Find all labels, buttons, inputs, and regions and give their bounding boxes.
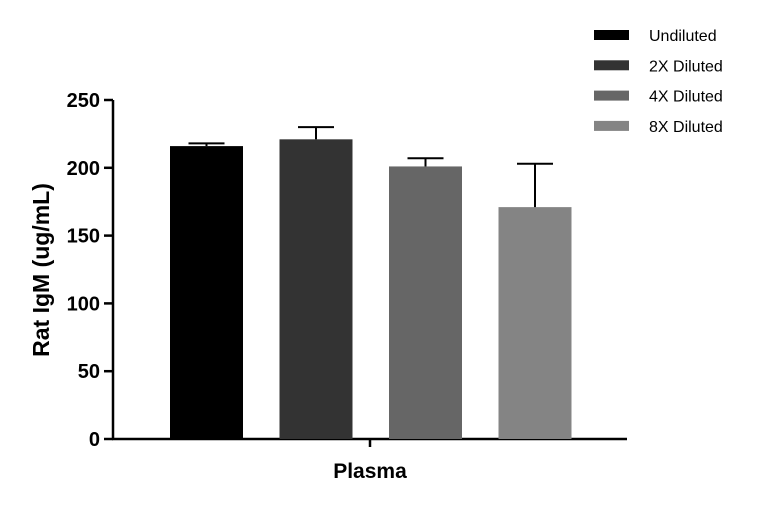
y-tick-label-100: 100 xyxy=(67,293,100,315)
legend-swatch-2x-diluted xyxy=(594,60,629,71)
legend-label-4x-diluted: 4X Diluted xyxy=(649,89,723,106)
y-tick-label-200: 200 xyxy=(67,158,100,180)
y-tick-label-150: 150 xyxy=(67,226,100,248)
legend-label-2x-diluted: 2X Diluted xyxy=(649,58,723,75)
bar-8x-diluted xyxy=(498,207,572,439)
y-axis: 0 50 100 150 200 250 xyxy=(67,90,115,451)
legend-swatch-undiluted xyxy=(594,30,629,40)
y-axis-title: Rat IgM (ug/mL) xyxy=(28,183,54,357)
legend-swatch-8x-diluted xyxy=(594,120,629,131)
bars xyxy=(170,126,572,439)
legend-swatch-4x-diluted xyxy=(594,90,629,101)
bar-2x-diluted xyxy=(279,139,353,439)
bar-4x-diluted xyxy=(389,166,462,439)
y-tick-label-50: 50 xyxy=(78,361,100,383)
legend: Undiluted 2X Diluted 4X Diluted 8X Diluted xyxy=(594,28,723,136)
legend-label-8x-diluted: 8X Diluted xyxy=(649,119,723,136)
y-tick-label-250: 250 xyxy=(67,90,100,112)
y-tick-label-0: 0 xyxy=(89,429,100,451)
bar-undiluted xyxy=(170,146,243,439)
y-ticks: 0 50 100 150 200 250 xyxy=(67,90,113,451)
legend-label-undiluted: Undiluted xyxy=(649,28,717,45)
x-axis: Plasma xyxy=(112,437,627,483)
x-axis-category-label: Plasma xyxy=(333,460,407,483)
